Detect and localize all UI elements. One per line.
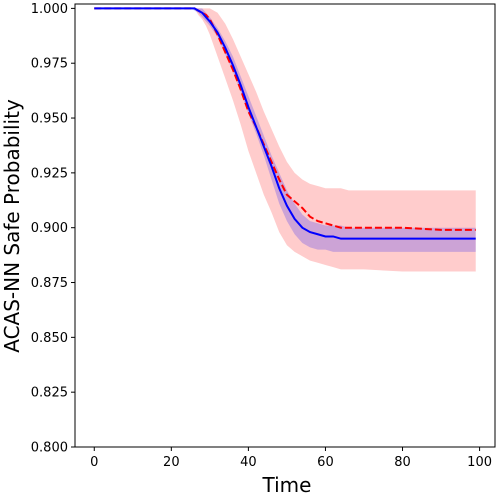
- x-tick-label: 80: [394, 455, 411, 470]
- y-tick-label: 0.925: [31, 166, 68, 181]
- y-tick-label: 0.975: [31, 57, 68, 72]
- x-tick-label: 60: [317, 455, 334, 470]
- series-2-line: [94, 7, 476, 240]
- y-tick-label: 0.800: [31, 441, 68, 456]
- plot-frame: [74, 3, 496, 448]
- x-tick-label: 40: [240, 455, 257, 470]
- y-tick-label: 0.825: [31, 386, 68, 401]
- y-axis: 0.800 0.825 0.850 0.875 0.900 0.925 0.950 0.975…: [31, 2, 75, 456]
- x-axis: 0 20 40 60 80 100: [90, 447, 492, 470]
- y-tick-label: 0.850: [31, 331, 68, 346]
- y-tick-label: 0.900: [31, 221, 68, 236]
- x-tick-label: 0: [90, 455, 98, 470]
- x-tick-label: 100: [467, 455, 492, 470]
- y-axis-label: ACAS-NN Safe Probability: [0, 99, 24, 353]
- y-tick-label: 0.950: [31, 112, 68, 127]
- x-axis-label: Time: [262, 473, 312, 497]
- y-tick-label: 0.875: [31, 276, 68, 291]
- x-tick-label: 20: [163, 455, 180, 470]
- series-lines: [94, 7, 476, 240]
- series-1-line: [94, 7, 476, 231]
- confidence-bands: [94, 8, 476, 272]
- y-tick-label: 1.000: [31, 2, 68, 17]
- series-1-band: [94, 8, 476, 272]
